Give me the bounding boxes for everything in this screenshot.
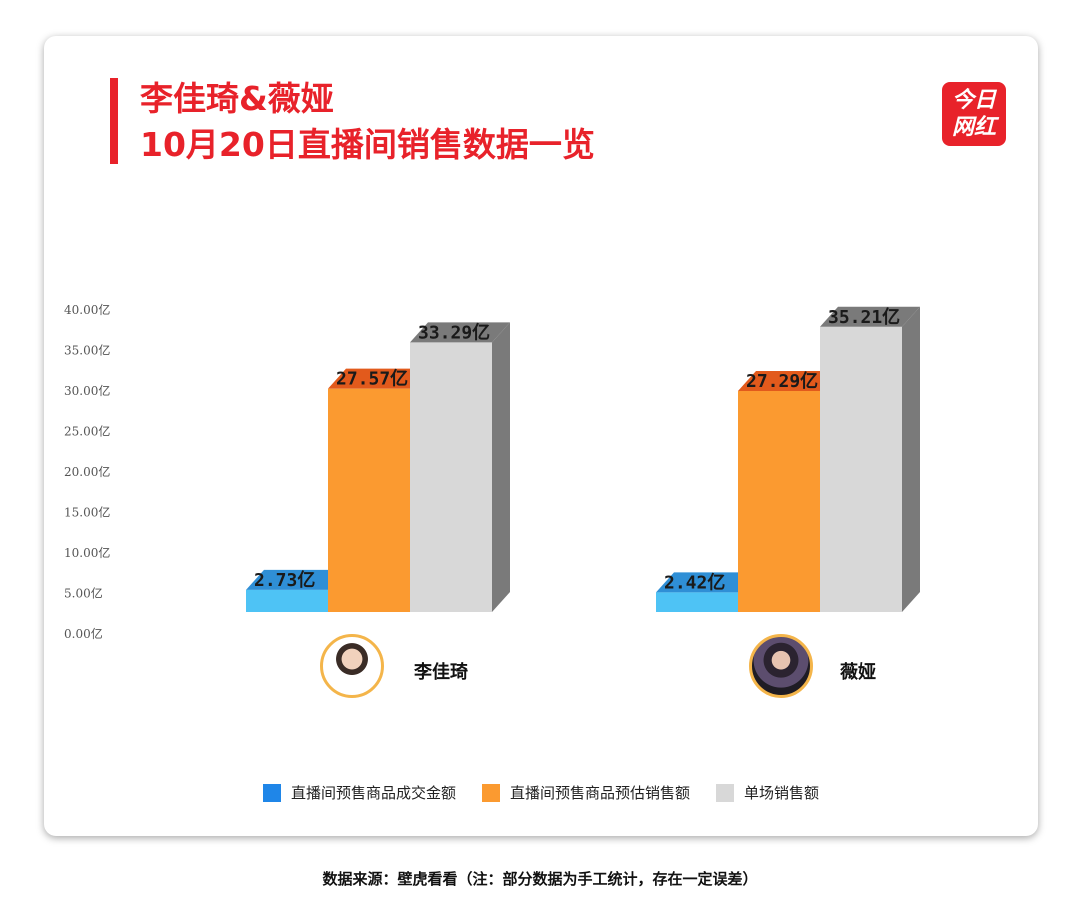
person-name-1: 李佳琦	[414, 662, 468, 683]
bar-front	[246, 589, 328, 612]
bar-front	[820, 326, 902, 612]
bar-side	[492, 322, 510, 612]
legend-label-3: 单场销售额	[744, 784, 820, 802]
bar-top	[820, 306, 920, 327]
avatar-viya	[749, 634, 813, 698]
data-source-footer: 数据来源：壁虎看看（注：部分数据为手工统计，存在一定误差）	[322, 870, 758, 888]
legend-swatch-1	[262, 783, 281, 802]
bar-front	[738, 390, 820, 612]
y-tick-label: 25.00亿	[64, 424, 110, 439]
bar-value-label: 27.57亿	[336, 368, 408, 390]
legend-item-2: 直播间预售商品预估销售额	[481, 782, 690, 803]
title-line-2: 10月20日直播间销售数据一览	[140, 125, 595, 164]
title-accent-bar	[110, 78, 118, 164]
bar-side	[902, 306, 920, 612]
y-tick-label: 5.00亿	[64, 586, 103, 601]
bar-top	[656, 572, 756, 593]
bar-top	[738, 370, 838, 391]
bar-front	[328, 388, 410, 612]
y-tick-label: 40.00亿	[64, 302, 110, 317]
bar-chart: 0.00亿 5.00亿 10.00亿 15.00亿 20.00亿 25.00亿 30.00亿…	[64, 302, 920, 641]
legend-item-1: 直播间预售商品成交金额	[262, 782, 456, 803]
bar-value-label: 35.21亿	[828, 306, 900, 328]
legend-label-2: 直播间预售商品预估销售额	[509, 784, 690, 802]
bar-top	[410, 322, 510, 343]
y-tick-label: 10.00亿	[64, 545, 110, 560]
chart-legend: 直播间预售商品成交金额 直播间预售商品预估销售额 单场销售额	[44, 782, 1038, 803]
bar-value-label: 2.73亿	[254, 569, 315, 591]
y-tick-label: 35.00亿	[64, 343, 110, 358]
brand-logo: 今日 网红	[942, 82, 1006, 146]
legend-swatch-2	[481, 783, 500, 802]
logo-line-2: 网红	[951, 115, 996, 140]
bar-top	[246, 569, 346, 590]
logo-line-1: 今日	[951, 88, 996, 113]
chart-card: 李佳琦&薇娅 10月20日直播间销售数据一览 今日 网红 0.00亿 5.00亿 1…	[44, 36, 1038, 836]
chart-title: 李佳琦&薇娅 10月20日直播间销售数据一览	[140, 76, 595, 168]
y-tick-label: 30.00亿	[64, 383, 110, 398]
title-line-1: 李佳琦&薇娅	[140, 79, 334, 118]
legend-label-1: 直播间预售商品成交金额	[290, 784, 456, 802]
legend-swatch-3	[716, 783, 734, 802]
legend-item-3: 单场销售额	[716, 782, 819, 803]
bar-value-label: 2.42亿	[664, 571, 725, 593]
y-tick-label: 20.00亿	[64, 464, 110, 479]
bar-top	[328, 368, 428, 389]
avatar-li-jiaqi	[320, 634, 384, 698]
y-tick-label: 15.00亿	[64, 505, 110, 520]
bar-front	[410, 342, 492, 612]
bar-value-label: 33.29亿	[418, 321, 490, 343]
y-tick-label: 0.00亿	[64, 626, 103, 641]
bar-front	[656, 592, 738, 612]
bar-value-label: 27.29亿	[746, 370, 818, 392]
person-name-2: 薇娅	[840, 662, 876, 683]
